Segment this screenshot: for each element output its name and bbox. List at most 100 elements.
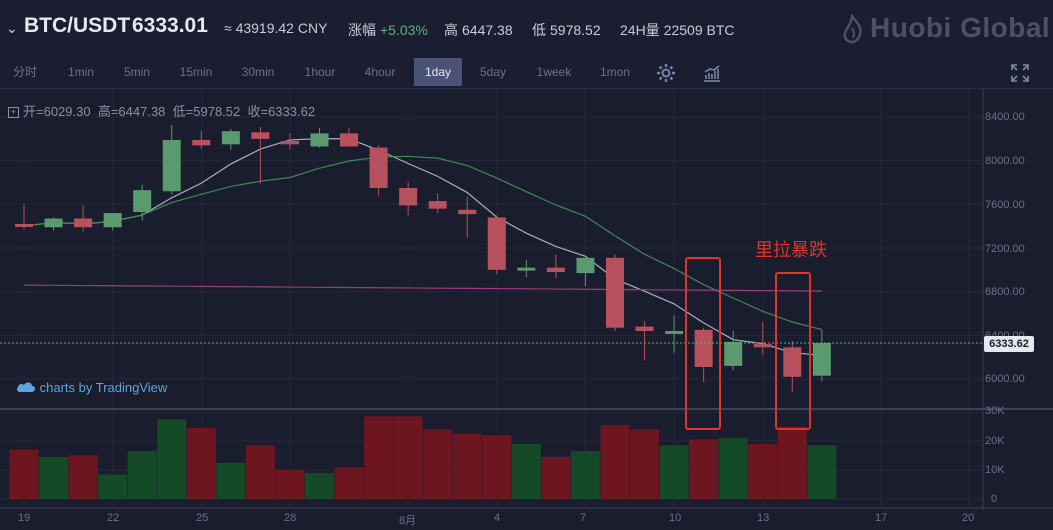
volume-bar [570, 451, 600, 499]
current-price-label: 6333.62 [984, 336, 1034, 352]
volume-bar [39, 456, 69, 499]
tradingview-watermark[interactable]: charts by TradingView [16, 380, 167, 395]
volume-bar [364, 416, 394, 499]
volume-stat: 24H量 22509 BTC [620, 20, 735, 40]
candle-body [310, 133, 329, 147]
time-tick: 22 [107, 512, 120, 524]
candle-body [133, 190, 152, 212]
volume-bar [718, 438, 748, 499]
pair-selector[interactable]: BTC/USDT [24, 14, 131, 37]
volume-value: 22509 BTC [663, 22, 735, 38]
volume-bar [216, 462, 246, 499]
time-tick: 4 [494, 512, 501, 524]
volume-bar [98, 474, 128, 499]
volume-bar [275, 470, 305, 499]
close-value: 6333.62 [268, 104, 316, 119]
fullscreen-icon[interactable] [1010, 63, 1030, 83]
candlestick-chart[interactable] [0, 89, 1053, 530]
annotation-box-1 [685, 257, 721, 430]
candle-body [487, 217, 506, 270]
time-tick: 25 [196, 512, 209, 524]
candle-body [724, 341, 743, 366]
ticker-header: ⌄ BTC/USDT 6333.01 ≈ 43919.42 CNY 涨幅 +5.0… [0, 0, 1053, 58]
volume-bar [482, 435, 512, 499]
volume-bar [245, 445, 275, 499]
change-stat: 涨幅 +5.03% [348, 20, 428, 40]
high-value: 6447.38 [118, 104, 166, 119]
low-stat: 低 5978.52 [532, 20, 601, 40]
high-label: 高 [444, 22, 458, 38]
time-tick: 17 [875, 512, 888, 524]
volume-bar [807, 445, 837, 499]
watermark-text: charts by TradingView [39, 380, 168, 395]
interval-5day[interactable]: 5day [479, 65, 507, 79]
candle-body [221, 131, 240, 145]
low-value: 5978.52 [193, 104, 241, 119]
volume-tick: 10K [985, 464, 1005, 476]
moving-average-lines [23, 138, 822, 356]
time-tick: 8月 [399, 515, 417, 527]
change-value: +5.03% [380, 22, 428, 38]
interval-1week[interactable]: 1week [536, 65, 572, 79]
change-label: 涨幅 [348, 22, 376, 38]
volume-tick: 0 [991, 493, 998, 505]
time-tick: 28 [284, 512, 297, 524]
interval-5min[interactable]: 5min [123, 65, 150, 79]
volume-bar [305, 472, 334, 499]
candle-body [428, 201, 447, 209]
candles [15, 124, 831, 393]
interval-toolbar: 分时 1min 5min 15min 30min 1hour 4hour 1da… [0, 58, 1053, 89]
brand-logo: Huobi Global [870, 12, 1051, 43]
candle-body [753, 344, 772, 348]
volume-bars [9, 416, 837, 499]
high-value: 6447.38 [462, 22, 513, 38]
last-price: 6333.01 [132, 14, 208, 37]
collapse-icon[interactable]: + [8, 107, 19, 118]
candle-body [369, 147, 388, 188]
cny-price: ≈ 43919.42 CNY [224, 20, 328, 36]
candle-body [192, 139, 211, 146]
volume-bar [157, 419, 187, 499]
interval-分时[interactable]: 分时 [12, 65, 37, 79]
gear-icon[interactable] [656, 63, 676, 83]
chevron-down-icon[interactable]: ⌄ [6, 20, 18, 36]
low-label: 低 [532, 22, 546, 38]
candle-body [783, 347, 802, 377]
low-value: 5978.52 [550, 22, 601, 38]
ohlc-legend: + 开=6029.30 高=6447.38 低=5978.52 收=6333.62 [8, 101, 315, 120]
time-tick: 13 [757, 512, 770, 524]
price-tick: 6000.00 [985, 373, 1025, 385]
interval-15min[interactable]: 15min [179, 65, 213, 79]
volume-bar [777, 426, 807, 499]
volume-bar [541, 456, 571, 499]
candle-body [546, 267, 565, 273]
interval-30min[interactable]: 30min [241, 65, 275, 79]
volume-bar [659, 445, 689, 499]
interval-1day[interactable]: 1day [414, 58, 462, 86]
volume-bar [334, 467, 364, 499]
candle-body [635, 326, 654, 331]
candle-body [280, 141, 299, 145]
price-tick: 6800.00 [985, 286, 1025, 298]
interval-1mon[interactable]: 1mon [599, 65, 631, 79]
volume-bar [452, 433, 482, 499]
ma-line [23, 155, 822, 331]
volume-bar [186, 427, 216, 499]
candle-body [340, 133, 359, 147]
candle-body [15, 223, 33, 227]
interval-1hour[interactable]: 1hour [304, 65, 336, 79]
annotation-box-2 [775, 272, 811, 430]
candle-body [74, 218, 93, 228]
candle-body [606, 257, 624, 328]
open-value: 6029.30 [43, 104, 91, 119]
interval-1min[interactable]: 1min [67, 65, 94, 79]
high-stat: 高 6447.38 [444, 20, 513, 40]
candle-body [103, 213, 122, 228]
volume-bar [127, 451, 157, 499]
open-label: 开= [23, 104, 44, 119]
volume-bar [630, 429, 660, 499]
interval-4hour[interactable]: 4hour [364, 65, 396, 79]
candle-body [812, 342, 831, 376]
volume-bar [68, 455, 98, 499]
indicators-icon[interactable] [702, 63, 722, 83]
